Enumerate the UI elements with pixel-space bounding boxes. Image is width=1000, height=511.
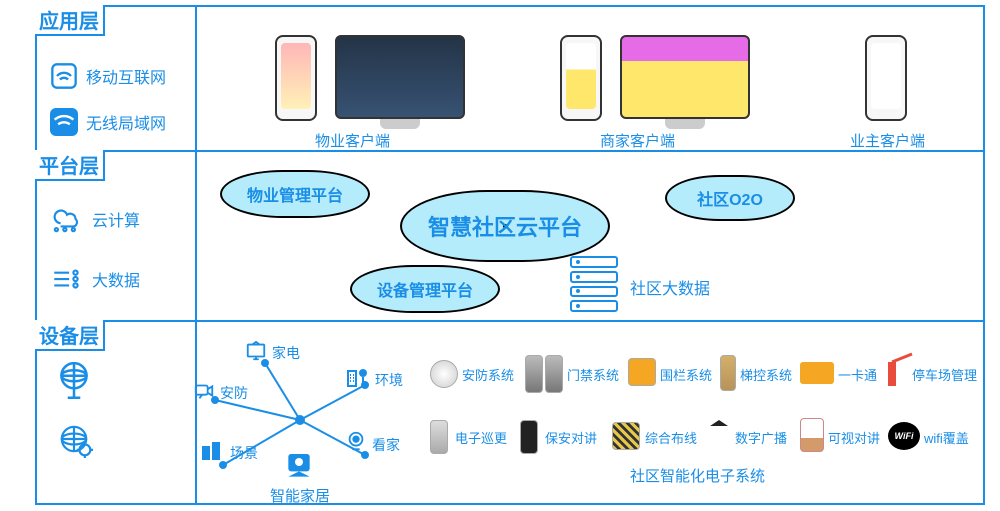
side-big-data: 大数据 bbox=[50, 265, 140, 293]
cloud-main-label: 智慧社区云平台 bbox=[428, 210, 582, 242]
access-sys-icon bbox=[525, 355, 543, 393]
cloud-property-label: 物业管理平台 bbox=[247, 182, 343, 206]
intercom-sys-label: 保安对讲 bbox=[545, 428, 597, 447]
wifi-coverage-icon: WiFi bbox=[888, 422, 920, 450]
patrol-sys-icon bbox=[430, 420, 448, 454]
side-label: 云计算 bbox=[92, 207, 140, 231]
caption-property-client: 物业客户端 bbox=[315, 130, 390, 151]
wifi-filled-icon bbox=[50, 108, 78, 136]
elevator-sys-icon bbox=[720, 355, 736, 391]
star-security-label: 安防 bbox=[220, 383, 248, 403]
electronic-systems-title: 社区智能化电子系统 bbox=[630, 465, 765, 486]
divider-row-2 bbox=[35, 320, 985, 322]
cloud-o2o-label: 社区O2O bbox=[697, 186, 763, 210]
access-sys-icon-2 bbox=[545, 355, 563, 393]
divider-col bbox=[195, 5, 197, 505]
property-monitor-mock bbox=[335, 35, 465, 119]
side-label: 无线局域网 bbox=[86, 110, 166, 134]
cloud-o2o: 社区O2O bbox=[665, 175, 795, 221]
card-sys-icon bbox=[800, 362, 834, 384]
globe-stack-icon bbox=[55, 360, 93, 409]
parking-sys-icon bbox=[884, 352, 914, 393]
property-phone-mock bbox=[275, 35, 317, 121]
merchant-monitor-mock bbox=[620, 35, 750, 119]
security-sys-icon bbox=[430, 360, 458, 388]
layer-tag-app: 应用层 bbox=[35, 5, 105, 36]
side-mobile-internet: 移动互联网 bbox=[50, 62, 166, 90]
security-sys-label: 安防系统 bbox=[462, 365, 514, 384]
webcam-icon bbox=[345, 430, 367, 457]
home-cam-icon bbox=[283, 450, 315, 487]
star-scene-label: 场景 bbox=[230, 443, 258, 463]
building-tree-icon bbox=[345, 365, 369, 394]
layer-tag-device: 设备层 bbox=[35, 320, 105, 351]
wiring-sys-icon bbox=[612, 422, 640, 450]
caption-community-bigdata: 社区大数据 bbox=[630, 275, 710, 299]
broadcast-sys-label: 数字广播 bbox=[735, 428, 787, 447]
tv-icon bbox=[245, 340, 267, 367]
parking-sys-label: 停车场管理 bbox=[912, 365, 977, 384]
fence-sys-icon bbox=[628, 358, 656, 386]
intercom-sys-icon bbox=[520, 420, 538, 454]
caption-smart-home: 智能家居 bbox=[270, 485, 330, 506]
caption-merchant-client: 商家客户端 bbox=[600, 130, 675, 151]
caption-owner-client: 业主客户端 bbox=[850, 130, 925, 151]
access-sys-label: 门禁系统 bbox=[567, 365, 619, 384]
layer-tag-platform: 平台层 bbox=[35, 150, 105, 181]
side-wlan: 无线局域网 bbox=[50, 108, 166, 136]
side-label: 大数据 bbox=[92, 267, 140, 291]
side-label: 移动互联网 bbox=[86, 64, 166, 88]
elevator-sys-label: 梯控系统 bbox=[740, 365, 792, 384]
video-intercom-label: 可视对讲 bbox=[828, 428, 880, 447]
side-cloud-computing: 云计算 bbox=[50, 205, 140, 233]
camera-icon bbox=[193, 380, 215, 407]
star-watchhome-label: 看家 bbox=[372, 435, 400, 455]
buildings-icon bbox=[200, 438, 224, 467]
video-intercom-icon bbox=[800, 418, 824, 452]
patrol-sys-label: 电子巡更 bbox=[455, 428, 507, 447]
divider-row-1 bbox=[35, 150, 985, 152]
bigdata-icon bbox=[50, 265, 84, 293]
star-environment-label: 环境 bbox=[375, 370, 403, 390]
fence-sys-label: 围栏系统 bbox=[660, 365, 712, 384]
wifi-outline-icon bbox=[50, 62, 78, 90]
broadcast-sys-icon bbox=[706, 418, 732, 457]
cloud-property-mgmt: 物业管理平台 bbox=[220, 170, 370, 218]
cloud-compute-icon bbox=[50, 205, 84, 233]
wiring-sys-label: 综合布线 bbox=[645, 428, 697, 447]
wifi-coverage-label: wifi覆盖 bbox=[924, 428, 969, 447]
servers-icon bbox=[570, 256, 618, 312]
globe-gear-icon bbox=[55, 420, 93, 463]
star-appliance-label: 家电 bbox=[272, 343, 300, 363]
owner-phone-mock bbox=[865, 35, 907, 121]
cloud-device-label: 设备管理平台 bbox=[377, 277, 473, 301]
card-sys-label: 一卡通 bbox=[838, 365, 877, 384]
merchant-phone-mock bbox=[560, 35, 602, 121]
cloud-main: 智慧社区云平台 bbox=[400, 190, 610, 262]
cloud-device-mgmt: 设备管理平台 bbox=[350, 265, 500, 313]
